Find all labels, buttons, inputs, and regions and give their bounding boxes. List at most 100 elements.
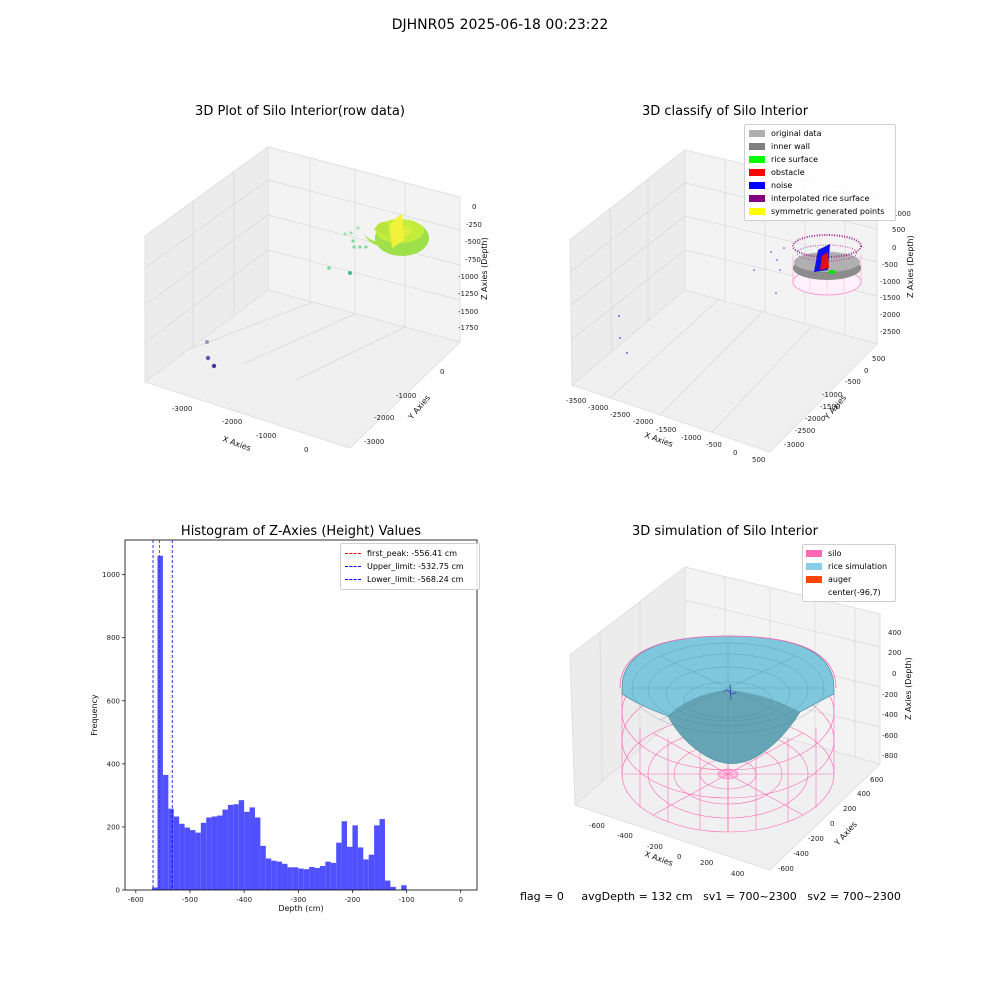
histogram-bar (249, 807, 255, 890)
histogram-bar (227, 804, 234, 890)
x-tick: -1000 (256, 432, 276, 440)
x-tick: -1000 (681, 434, 701, 442)
histogram-bar (314, 867, 320, 890)
x-tick: 0 (733, 449, 737, 457)
panel1-x-ticks: -3000 -2000 -1000 0 (172, 405, 308, 454)
z-tick: -500 (465, 238, 481, 246)
z-tick: -1500 (880, 294, 900, 302)
histogram-bar (152, 887, 158, 890)
silo-point-cloud-yellow (390, 213, 404, 248)
panel4-z-ticks: 400 200 0 -200 -400 -600 -800 (882, 629, 901, 760)
histogram-bar (374, 825, 380, 890)
histogram-bar (309, 866, 315, 890)
noise-point (783, 247, 785, 249)
legend-entry: first_peak: -556.41 cm (345, 547, 475, 560)
histogram-frame (124, 539, 478, 891)
z-tick: 0 (892, 244, 896, 252)
flag-text: flag = 0 (520, 890, 564, 903)
histogram-bar (330, 862, 337, 890)
z-tick: -2000 (880, 311, 900, 319)
panel1-zlabel: Z Axies (Depth) (480, 237, 489, 300)
legend-entry: obstacle (749, 166, 891, 179)
panel4-ylabel: Y Axies (832, 820, 859, 848)
legend-entry: symmetric generated points (749, 205, 891, 218)
histogram-bar (384, 880, 391, 890)
x-tick: 200 (700, 859, 713, 867)
legend-swatch (749, 156, 765, 163)
panel2-z-ticks: 1000 500 0 -500 -1000 -1500 -2000 -2500 (880, 210, 911, 336)
rice-surface (828, 270, 836, 274)
z-tick: -600 (882, 732, 898, 740)
histogram-bar (303, 869, 310, 890)
z-tick: -750 (465, 256, 481, 264)
histogram-bar (179, 823, 185, 890)
y-tick: -500 (845, 378, 861, 386)
histogram-bar (233, 804, 239, 890)
sv1-text: sv1 = 700~2300 (703, 890, 797, 903)
histogram-bar (352, 825, 358, 890)
histogram-bar (341, 821, 348, 890)
legend-label: rice simulation (828, 562, 888, 571)
histogram-bar (238, 800, 245, 890)
panel1-floor-pane (143, 289, 461, 449)
panel1-y-ticks: 0 -1000 -2000 -3000 (364, 368, 444, 446)
panel4-y-ticks: 600 400 200 0 -200 -400 -600 (778, 776, 883, 873)
y-tick: 400 (857, 790, 870, 798)
y-tick: -1500 (820, 403, 840, 411)
panel1-scatter-points (205, 226, 368, 369)
legend-swatch (749, 169, 765, 176)
histogram-bar (157, 555, 163, 890)
legend-label: original data (771, 129, 822, 138)
histogram-bar (287, 867, 293, 890)
x-tick: -1500 (656, 426, 676, 434)
panel4-zlabel: Z Axies (Depth) (904, 657, 913, 720)
y-tick: -3000 (784, 441, 804, 449)
x-tick-label: 0 (459, 896, 463, 904)
z-tick: 0 (892, 670, 896, 678)
scatter-point (356, 226, 360, 230)
panel4-legend: silo rice simulation auger center(-96,7) (802, 544, 896, 602)
legend-entry: rice simulation (806, 560, 892, 573)
y-tick: 0 (440, 368, 444, 376)
x-tick: 0 (304, 446, 308, 454)
silo-point-cloud-edge (364, 234, 384, 246)
y-tick: -1000 (822, 391, 842, 399)
x-tick: -2000 (633, 418, 653, 426)
histogram-bar (195, 832, 201, 890)
z-tick: -1000 (458, 273, 478, 281)
legend-label: Lower_limit: -568.24 cm (367, 575, 464, 584)
histogram-bar (162, 774, 169, 890)
histogram-bars (152, 555, 407, 890)
y-tick: 200 (843, 805, 856, 813)
legend-label: center(-96,7) (828, 588, 881, 597)
legend-swatch (806, 563, 822, 570)
scatter-point (348, 271, 352, 275)
legend-entry: silo (806, 547, 892, 560)
z-tick: -400 (882, 711, 898, 719)
legend-entry: auger (806, 573, 892, 586)
z-tick: -1250 (458, 290, 478, 298)
histogram-bar (200, 822, 207, 890)
x-tick: -600 (589, 822, 605, 830)
x-tick: -3500 (566, 397, 586, 405)
panel1-z-ticks: 0 -250 -500 -750 -1000 -1250 -1500 -1750 (458, 203, 482, 332)
histogram-bar (319, 866, 326, 890)
panel2-floor-pane (570, 289, 878, 453)
silo-top-rim (619, 635, 837, 689)
y-tick: 500 (872, 355, 885, 363)
y-tick-label: 0 (116, 887, 120, 895)
y-tick: -200 (808, 835, 824, 843)
y-tick-label: 200 (107, 823, 120, 831)
legend-entry: Upper_limit: -532.75 cm (345, 560, 475, 573)
legend-swatch (749, 182, 765, 189)
noise-point (618, 315, 620, 317)
legend-line (345, 579, 361, 580)
x-tick-label: -300 (290, 896, 306, 904)
histogram-bar (292, 867, 299, 890)
y-tick: -2500 (795, 427, 815, 435)
histogram-y-ticks: 0 200 400 600 800 1000 (102, 571, 125, 895)
